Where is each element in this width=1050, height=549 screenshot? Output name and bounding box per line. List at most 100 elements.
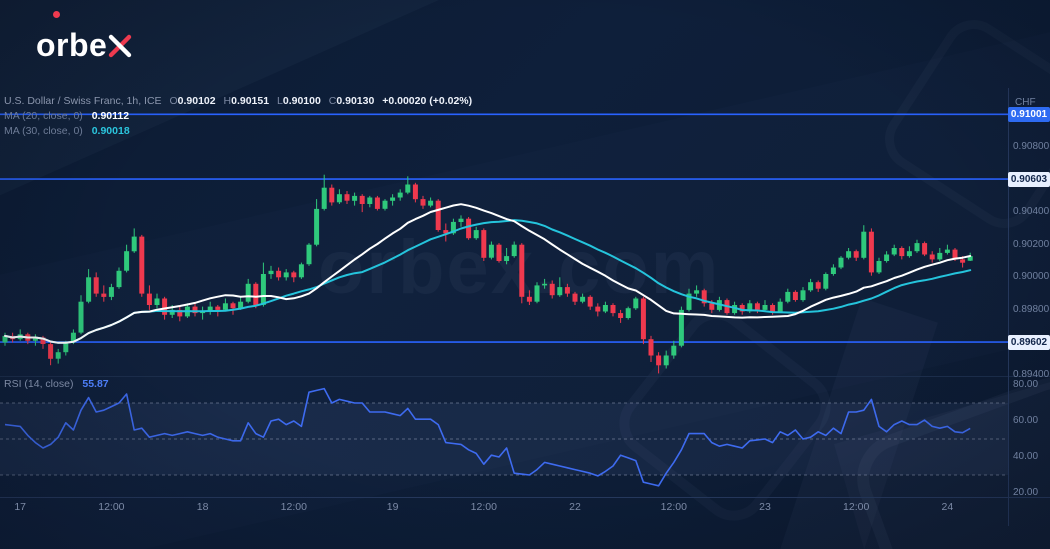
candle — [777, 301, 783, 312]
logo-x-icon — [109, 34, 132, 58]
candle — [709, 303, 715, 310]
candle — [268, 270, 274, 275]
candle — [701, 290, 707, 304]
candle — [967, 256, 973, 261]
time-tick-label: 12:00 — [470, 501, 497, 513]
candle — [640, 298, 646, 340]
candle — [625, 308, 631, 318]
price-level-badge[interactable]: 0.90603 — [1008, 171, 1050, 187]
price-tick-label: 0.89400 — [1013, 369, 1050, 380]
candle — [154, 298, 160, 305]
candle — [610, 305, 616, 314]
change-value: +0.00020 (+0.02%) — [382, 95, 473, 107]
candle — [572, 293, 578, 302]
price-tick-label: 0.90400 — [1013, 206, 1050, 218]
candle — [162, 298, 168, 315]
candle — [542, 283, 548, 286]
candle — [770, 305, 776, 312]
candle — [367, 197, 373, 204]
quote-currency-label: CHF — [1015, 97, 1036, 108]
close-label: C — [328, 95, 337, 107]
candle — [86, 277, 92, 302]
candle — [633, 298, 639, 309]
candle — [861, 231, 867, 258]
candle — [63, 342, 69, 353]
candle — [473, 230, 479, 239]
candle — [260, 274, 266, 305]
candle — [116, 270, 122, 288]
candle — [78, 301, 84, 333]
open-label: O — [169, 95, 178, 107]
price-tick-label: 0.90800 — [1013, 141, 1050, 152]
price-level-badge[interactable]: 0.89602 — [1008, 334, 1050, 350]
price-tick-label: 0.90000 — [1013, 271, 1050, 283]
candle — [222, 303, 228, 310]
rsi-tick-label: 60.00 — [1013, 415, 1039, 426]
candle — [481, 230, 487, 258]
candle — [382, 200, 388, 209]
candle — [663, 355, 669, 366]
candle — [314, 208, 320, 245]
candle — [177, 309, 183, 317]
candle — [420, 199, 426, 206]
candle — [108, 287, 114, 297]
candle — [671, 345, 677, 356]
candle — [192, 306, 198, 314]
ma20-label[interactable]: MA (20, close, 0) — [4, 110, 83, 122]
candle — [230, 303, 236, 309]
candle — [899, 248, 905, 257]
candle — [291, 272, 297, 278]
rsi-label[interactable]: RSI (14, close) — [4, 378, 74, 390]
time-tick-label: 12:00 — [280, 501, 307, 513]
candle — [124, 251, 130, 271]
candle — [595, 306, 601, 312]
open-value: 0.90102 — [177, 95, 216, 107]
candle — [580, 296, 586, 302]
symbol-title[interactable]: U.S. Dollar / Swiss Franc, 1h, ICE — [4, 95, 162, 107]
candle — [884, 254, 890, 261]
price-tick-label: 0.90200 — [1013, 238, 1050, 250]
candle — [405, 184, 411, 193]
candle — [891, 248, 897, 255]
candle — [952, 249, 958, 260]
candle — [276, 270, 282, 278]
candle — [785, 291, 791, 302]
candle — [245, 283, 251, 302]
candle — [397, 192, 403, 198]
high-label: H — [223, 95, 232, 107]
time-tick-label: 12:00 — [843, 501, 870, 513]
candle — [40, 337, 46, 344]
candle — [853, 251, 859, 258]
candle — [792, 291, 798, 300]
orbex-logo: orbe — [36, 11, 132, 68]
candle — [808, 282, 814, 291]
candle — [732, 305, 738, 314]
candle — [648, 339, 654, 356]
price-level-badge[interactable]: 0.91001 — [1008, 106, 1050, 122]
candle — [868, 231, 874, 273]
candle — [458, 218, 464, 222]
candle — [200, 311, 206, 314]
candle — [443, 230, 449, 234]
candle — [511, 244, 517, 257]
rsi-value: 55.87 — [82, 378, 109, 390]
candle — [238, 301, 244, 309]
candle — [678, 309, 684, 346]
chart-legend: U.S. Dollar / Swiss Franc, 1h, ICE O0.90… — [4, 94, 472, 139]
time-tick-label: 24 — [941, 501, 954, 513]
candle — [557, 287, 563, 296]
candle — [93, 277, 99, 294]
candle — [283, 272, 289, 278]
candle — [587, 296, 593, 307]
candle — [618, 313, 624, 318]
candle — [686, 293, 692, 310]
ma30-label[interactable]: MA (30, close, 0) — [4, 125, 83, 137]
candle — [101, 293, 107, 297]
candle — [70, 332, 76, 343]
candle — [466, 218, 472, 239]
high-value: 0.90151 — [231, 95, 270, 107]
candle — [960, 259, 966, 263]
candle — [754, 303, 760, 310]
